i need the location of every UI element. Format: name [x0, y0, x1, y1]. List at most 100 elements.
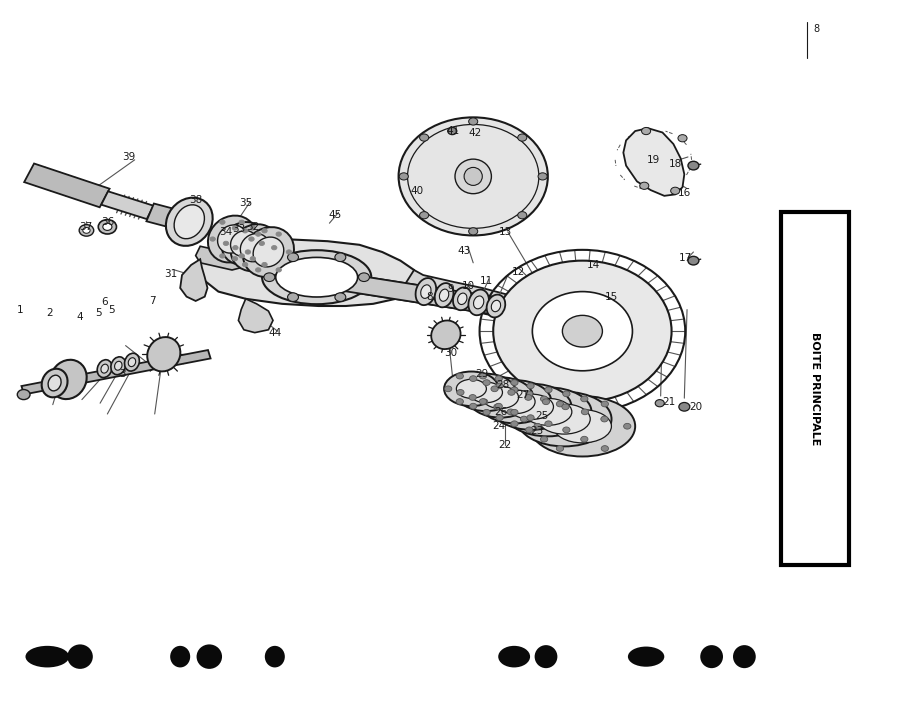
Circle shape [671, 187, 680, 194]
Circle shape [250, 256, 256, 261]
Circle shape [511, 387, 518, 392]
Ellipse shape [517, 392, 612, 446]
Circle shape [525, 395, 532, 400]
Text: 15: 15 [605, 292, 618, 302]
Circle shape [242, 262, 248, 266]
Text: 45: 45 [329, 210, 341, 220]
Text: 5: 5 [107, 305, 115, 315]
Circle shape [542, 399, 550, 405]
Circle shape [521, 416, 528, 422]
Circle shape [469, 118, 478, 125]
Circle shape [335, 253, 346, 261]
Circle shape [527, 415, 534, 420]
Text: 13: 13 [499, 227, 511, 237]
Ellipse shape [453, 287, 471, 310]
Circle shape [219, 253, 225, 258]
Circle shape [655, 400, 664, 407]
Ellipse shape [50, 360, 86, 399]
Ellipse shape [170, 646, 190, 667]
Text: 20: 20 [690, 402, 703, 412]
Circle shape [562, 427, 570, 433]
Text: 36: 36 [101, 217, 114, 227]
Circle shape [511, 410, 518, 415]
Circle shape [470, 403, 477, 409]
Circle shape [239, 220, 245, 225]
Ellipse shape [42, 369, 67, 397]
Ellipse shape [197, 644, 222, 669]
Ellipse shape [416, 278, 436, 305]
Ellipse shape [701, 645, 723, 668]
Ellipse shape [115, 361, 122, 370]
Circle shape [399, 173, 409, 180]
Circle shape [399, 117, 548, 235]
Circle shape [526, 391, 533, 397]
Text: 10: 10 [462, 281, 475, 291]
Circle shape [232, 226, 238, 230]
Ellipse shape [455, 159, 491, 194]
Ellipse shape [510, 394, 553, 420]
Ellipse shape [48, 375, 61, 391]
Polygon shape [101, 192, 154, 219]
Text: 32: 32 [247, 222, 259, 232]
Text: 34: 34 [219, 227, 232, 237]
Ellipse shape [253, 237, 284, 267]
Ellipse shape [174, 204, 205, 239]
Circle shape [679, 402, 690, 411]
Circle shape [445, 386, 452, 392]
Polygon shape [22, 350, 210, 395]
Text: 8: 8 [814, 24, 819, 34]
Circle shape [288, 293, 298, 302]
Circle shape [256, 232, 261, 236]
Ellipse shape [420, 285, 431, 298]
Polygon shape [405, 270, 537, 320]
Text: 28: 28 [497, 380, 510, 390]
Ellipse shape [491, 300, 501, 312]
Text: 23: 23 [531, 426, 543, 436]
Circle shape [480, 399, 488, 405]
Text: 29: 29 [476, 369, 489, 379]
Text: 21: 21 [662, 397, 675, 407]
Ellipse shape [440, 289, 449, 301]
Text: 12: 12 [512, 267, 525, 277]
Ellipse shape [101, 364, 108, 373]
Circle shape [494, 404, 501, 410]
Polygon shape [196, 246, 248, 270]
Circle shape [288, 253, 298, 261]
Circle shape [259, 241, 265, 246]
Circle shape [250, 226, 256, 230]
Ellipse shape [491, 384, 571, 430]
Circle shape [480, 399, 487, 405]
Text: 41: 41 [447, 126, 460, 136]
Circle shape [561, 404, 569, 410]
Ellipse shape [262, 251, 371, 305]
Ellipse shape [457, 379, 486, 398]
Text: 7: 7 [149, 296, 157, 306]
Ellipse shape [111, 357, 126, 374]
Circle shape [602, 401, 609, 407]
Circle shape [420, 212, 429, 219]
Ellipse shape [230, 224, 279, 271]
Ellipse shape [444, 372, 499, 406]
Circle shape [496, 415, 503, 420]
Ellipse shape [553, 410, 612, 443]
Circle shape [581, 436, 588, 442]
Ellipse shape [128, 358, 136, 366]
Ellipse shape [97, 360, 112, 377]
Circle shape [602, 446, 609, 451]
Polygon shape [180, 259, 207, 301]
Polygon shape [25, 163, 109, 207]
Circle shape [581, 409, 589, 415]
Bar [781, 212, 849, 565]
Ellipse shape [240, 233, 269, 262]
Circle shape [456, 399, 463, 405]
Text: 35: 35 [239, 198, 252, 208]
Circle shape [219, 220, 225, 225]
Circle shape [623, 423, 631, 429]
Circle shape [420, 134, 429, 141]
Text: 14: 14 [587, 260, 600, 270]
Ellipse shape [217, 225, 247, 253]
Ellipse shape [276, 258, 358, 297]
Ellipse shape [207, 215, 257, 263]
Circle shape [83, 228, 90, 233]
Ellipse shape [628, 647, 664, 667]
